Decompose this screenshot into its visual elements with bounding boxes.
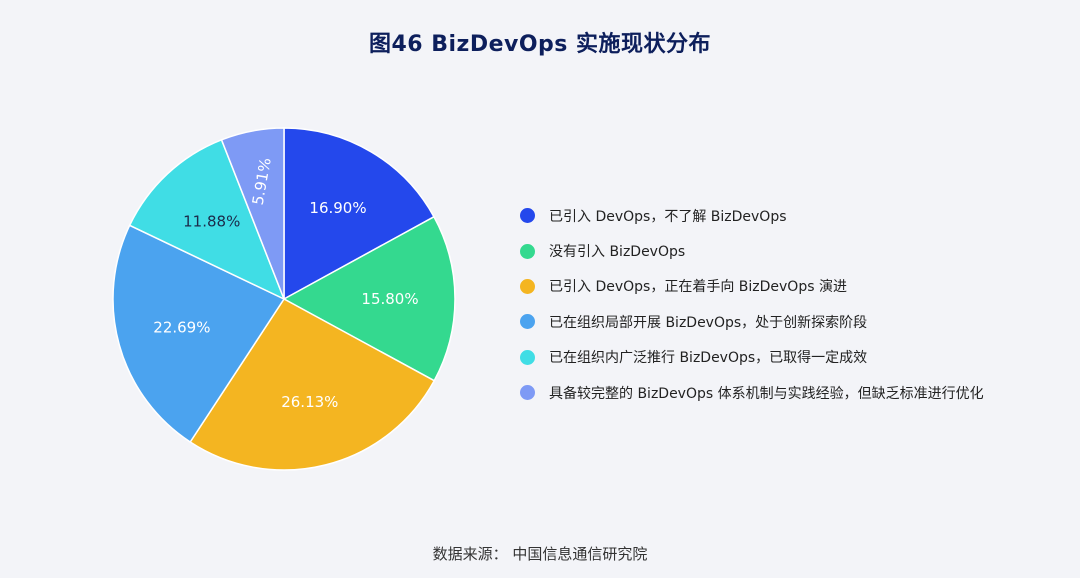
legend-item-5: 具备较完整的 BizDevOps 体系机制与实践经验，但缺乏标准进行优化 [520, 375, 1060, 410]
legend-label-3: 已在组织局部开展 BizDevOps，处于创新探索阶段 [549, 314, 868, 331]
legend-label-4: 已在组织内广泛推行 BizDevOps，已取得一定成效 [549, 350, 868, 367]
pie-slice-3 [112, 224, 286, 444]
legend-swatch-0 [520, 208, 535, 224]
pie-slice-5 [220, 127, 285, 300]
legend-item-3: 已在组织局部开展 BizDevOps，处于创新探索阶段 [520, 304, 1060, 339]
pie-slice-1 [282, 215, 456, 382]
legend-item-4: 已在组织内广泛推行 BizDevOps，已取得一定成效 [520, 340, 1060, 375]
data-source: 数据来源： 中国信息通信研究院 [432, 545, 648, 563]
legend-label-1: 没有引入 BizDevOps [549, 244, 686, 261]
legend-label-2: 已引入 DevOps，正在着手向 BizDevOps 演进 [549, 279, 847, 296]
pie-slice-2 [189, 298, 436, 471]
slice-value-label-2: 26.13% [281, 393, 338, 411]
legend-swatch-2 [520, 278, 535, 294]
legend-swatch-1 [520, 243, 535, 259]
slice-value-label-0: 16.90% [309, 199, 366, 217]
legend-swatch-3 [520, 314, 535, 330]
legend-item-2: 已引入 DevOps，正在着手向 BizDevOps 演进 [520, 269, 1060, 304]
pie-slice-4 [128, 138, 286, 301]
legend-item-1: 没有引入 BizDevOps [520, 233, 1060, 268]
legend-swatch-4 [520, 349, 535, 365]
slice-value-label-4: 11.88% [183, 212, 240, 230]
chart-legend: 已引入 DevOps，不了解 BizDevOps 没有引入 BizDevOps 已引… [520, 198, 1060, 410]
legend-item-0: 已引入 DevOps，不了解 BizDevOps [520, 198, 1060, 233]
legend-swatch-5 [520, 385, 535, 401]
pie-slice-0 [283, 127, 435, 301]
slice-value-label-3: 22.69% [153, 319, 210, 337]
legend-label-0: 已引入 DevOps，不了解 BizDevOps [549, 208, 787, 225]
slice-value-label-1: 15.80% [361, 290, 418, 308]
chart-title: 图46 BizDevOps 实施现状分布 [368, 32, 712, 57]
legend-label-5: 具备较完整的 BizDevOps 体系机制与实践经验，但缺乏标准进行优化 [549, 385, 984, 402]
